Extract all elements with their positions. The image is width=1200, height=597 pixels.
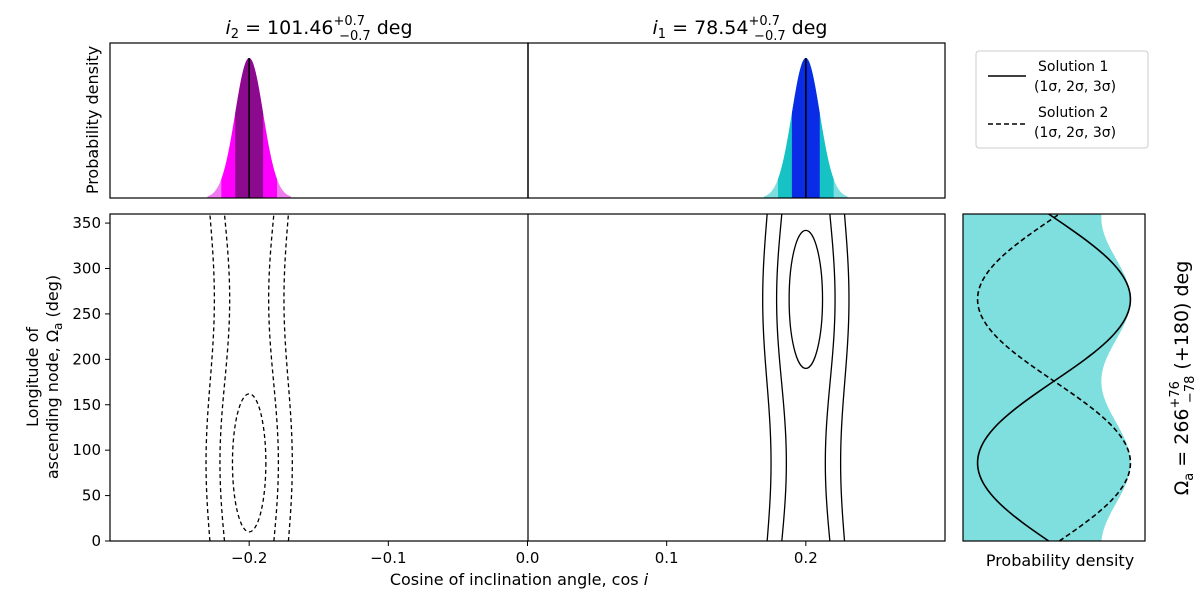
bs-curves	[963, 213, 1132, 542]
solution2-sigma2-contour-right	[268, 213, 280, 542]
bs-right-label: Ωa = 266+76−78 (+180) deg	[1168, 261, 1198, 496]
legend-item-solution-2: Solution 2	[1038, 105, 1108, 121]
xtick-label: 0.2	[794, 549, 818, 567]
tl-density-fills	[207, 58, 291, 198]
bs-solution2-curve	[976, 213, 1132, 542]
bm-ylabel-line2: ascending node, Ωa (deg)	[43, 275, 65, 479]
bs-panel-frame	[962, 213, 1146, 542]
bottom-side-panel: Probability density Ωa = 266+76−78 (+180…	[962, 213, 1198, 570]
top-left-panel: i2 = 101.46+0.7 −0.7 deg Probability dens…	[83, 14, 529, 199]
ytick-label: 50	[82, 487, 101, 505]
legend-item-solution-2-sub: (1σ, 2σ, 3σ)	[1034, 125, 1116, 141]
bm-xlabel: Cosine of inclination angle, cos i	[390, 570, 649, 589]
solution1-sigma1-contour	[788, 229, 824, 370]
ytick-label: 250	[72, 305, 101, 323]
bs-solution1-curve	[976, 213, 1132, 542]
bs-xlabel: Probability density	[986, 551, 1134, 570]
bm-ylabel-line1: Longitude of	[23, 327, 42, 427]
bm-xticks: −0.2 −0.1 0.0 0.1 0.2	[231, 541, 818, 567]
top-right-panel: i1 = 78.54+0.7 −0.7 deg	[527, 14, 946, 199]
solution1-sigma3-contour-left	[762, 213, 772, 542]
xtick-label: 0.1	[655, 549, 679, 567]
xtick-label: 0.0	[516, 549, 540, 567]
tr-density-fills	[764, 58, 848, 198]
solution1-sigma2-contour-right	[824, 213, 836, 542]
tl-panel-frame	[109, 42, 529, 199]
solution1-sigma2-contour-left	[775, 213, 787, 542]
ytick-label: 0	[91, 532, 101, 550]
legend-item-solution-1: Solution 1	[1038, 59, 1108, 75]
bottom-main-panel: −0.2 −0.1 0.0 0.1 0.2 050100150200250300350 …	[23, 43, 946, 589]
tr-panel-frame	[527, 42, 946, 199]
solution2-sigma3-contour-right	[283, 213, 293, 542]
bm-yticks: 0 50 100 150 200 250 300 350	[72, 214, 110, 550]
ytick-label: 200	[72, 350, 101, 368]
bm-contours	[205, 213, 850, 542]
solution2-sigma3-contour-left	[205, 213, 216, 542]
tl-title: i2 = 101.46+0.7 −0.7 deg	[225, 14, 412, 44]
bs-density-fill	[963, 214, 1131, 541]
tr-title: i1 = 78.54+0.7 −0.7 deg	[653, 14, 828, 44]
ytick-label: 300	[72, 260, 101, 278]
xtick-label: −0.2	[231, 549, 267, 567]
legend-item-solution-1-sub: (1σ, 2σ, 3σ)	[1034, 79, 1116, 95]
solution1-sigma3-contour-right	[839, 213, 850, 542]
legend: Solution 1 (1σ, 2σ, 3σ) Solution 2 (1σ, …	[975, 50, 1149, 149]
ytick-label: 150	[72, 396, 101, 414]
tl-ylabel: Probability density	[83, 46, 102, 194]
xtick-label: −0.1	[370, 549, 406, 567]
solution2-sigma1-contour	[231, 393, 267, 533]
ytick-label: 350	[72, 214, 101, 232]
solution2-sigma2-contour-left	[219, 213, 231, 542]
ytick-label: 100	[72, 441, 101, 459]
